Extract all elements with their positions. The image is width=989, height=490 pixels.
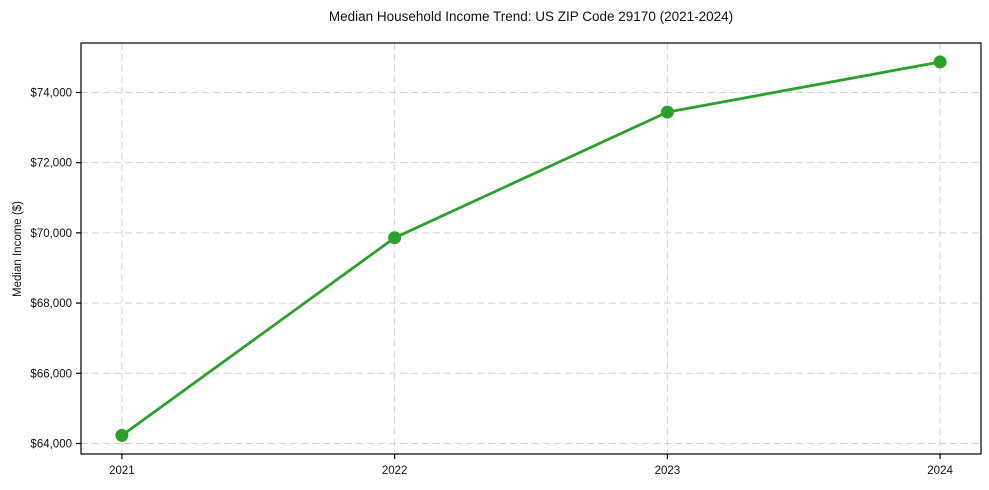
plot-border bbox=[80, 42, 982, 455]
y-tick-label: $66,000 bbox=[30, 368, 72, 380]
y-tick-label: $74,000 bbox=[30, 87, 72, 99]
data-point-2024 bbox=[933, 55, 947, 69]
y-tick-label: $70,000 bbox=[30, 228, 72, 240]
y-tick-label: $64,000 bbox=[30, 438, 72, 450]
chart-title: Median Household Income Trend: US ZIP Co… bbox=[328, 9, 734, 24]
data-point-2022 bbox=[388, 231, 402, 245]
x-tick-label: 2024 bbox=[927, 465, 953, 477]
x-tick-label: 2022 bbox=[382, 465, 408, 477]
x-tick-label: 2021 bbox=[109, 465, 135, 477]
x-tick-label: 2023 bbox=[655, 465, 681, 477]
y-tick-label: $72,000 bbox=[30, 158, 72, 170]
trend-line bbox=[120, 60, 942, 437]
data-point-2021 bbox=[115, 428, 129, 442]
y-tick-label: $68,000 bbox=[30, 298, 72, 310]
data-point-2023 bbox=[660, 105, 674, 119]
